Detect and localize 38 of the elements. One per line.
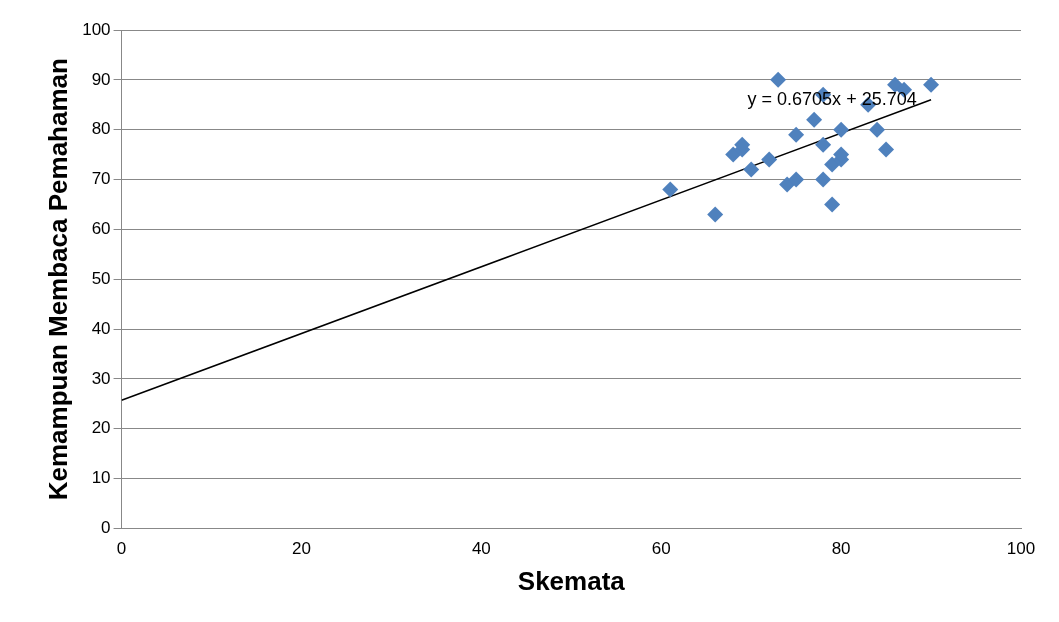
y-tick-label: 10 [91,468,111,488]
y-tick-label: 90 [91,69,111,89]
y-axis-title: Kemampuan Membaca Pemahaman [42,58,73,501]
x-tick-label: 40 [471,539,491,559]
y-tick-label: 60 [91,219,111,239]
point [806,111,823,128]
y-tick-label: 30 [91,368,111,388]
y-tick-label: 70 [91,169,111,189]
x-tick-label: 0 [116,539,127,559]
y-tick-label: 80 [91,119,111,139]
point [869,121,886,138]
y-tick-label: 20 [91,418,111,438]
point [833,121,850,138]
point [662,181,679,198]
point [788,126,805,143]
x-tick-label: 60 [651,539,671,559]
x-tick-label: 100 [1006,539,1036,559]
point [770,71,787,88]
y-tick-label: 40 [91,318,111,338]
point [923,76,940,93]
point [815,136,832,153]
x-tick-label: 20 [291,539,311,559]
point [824,196,841,213]
x-axis-title: Skemata [517,565,626,596]
point [725,146,742,163]
point [707,206,724,223]
y-tick-label: 0 [101,518,111,538]
point [788,171,805,188]
point [824,156,841,173]
point [887,76,904,93]
point [743,161,760,178]
y-tick-label: 100 [82,19,111,39]
point [779,176,796,193]
x-tick-label: 80 [831,539,851,559]
point [815,171,832,188]
y-tick-label: 50 [91,268,111,288]
point [761,151,778,168]
point [878,141,895,158]
